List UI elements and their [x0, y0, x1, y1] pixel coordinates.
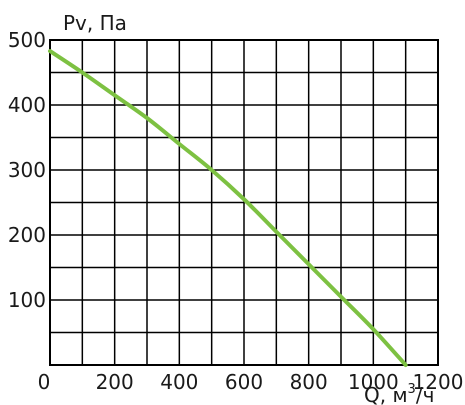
y-axis-title: Pv, Па [63, 11, 127, 35]
y-tick-label: 100 [8, 288, 46, 312]
x-axis-title: Q, м3/ч [364, 382, 434, 405]
x-tick-label: 600 [225, 370, 263, 394]
x-tick-label: 400 [160, 370, 198, 394]
y-tick-label: 400 [8, 93, 46, 117]
y-tick-label: 200 [8, 223, 46, 247]
x-tick-label: 1000 [348, 370, 399, 394]
x-tick-label: 800 [290, 370, 328, 394]
x-tick-label: 0 [38, 370, 51, 394]
y-tick-labels: 100 200 300 400 500 [8, 28, 46, 312]
x-tick-label: 1200 [413, 370, 464, 394]
y-tick-label: 300 [8, 158, 46, 182]
pressure-curve [48, 49, 408, 367]
plot-frame [49, 39, 439, 366]
x-axis-title-sup: 3 [408, 382, 416, 397]
y-tick-label: 500 [8, 28, 46, 52]
chart-grid [50, 40, 438, 365]
x-tick-label: 200 [96, 370, 134, 394]
x-axis-title-end: /ч [416, 383, 435, 405]
x-tick-labels: 0 200 400 600 800 1000 1200 [38, 370, 464, 394]
x-axis-title-main: Q, м [364, 383, 408, 405]
